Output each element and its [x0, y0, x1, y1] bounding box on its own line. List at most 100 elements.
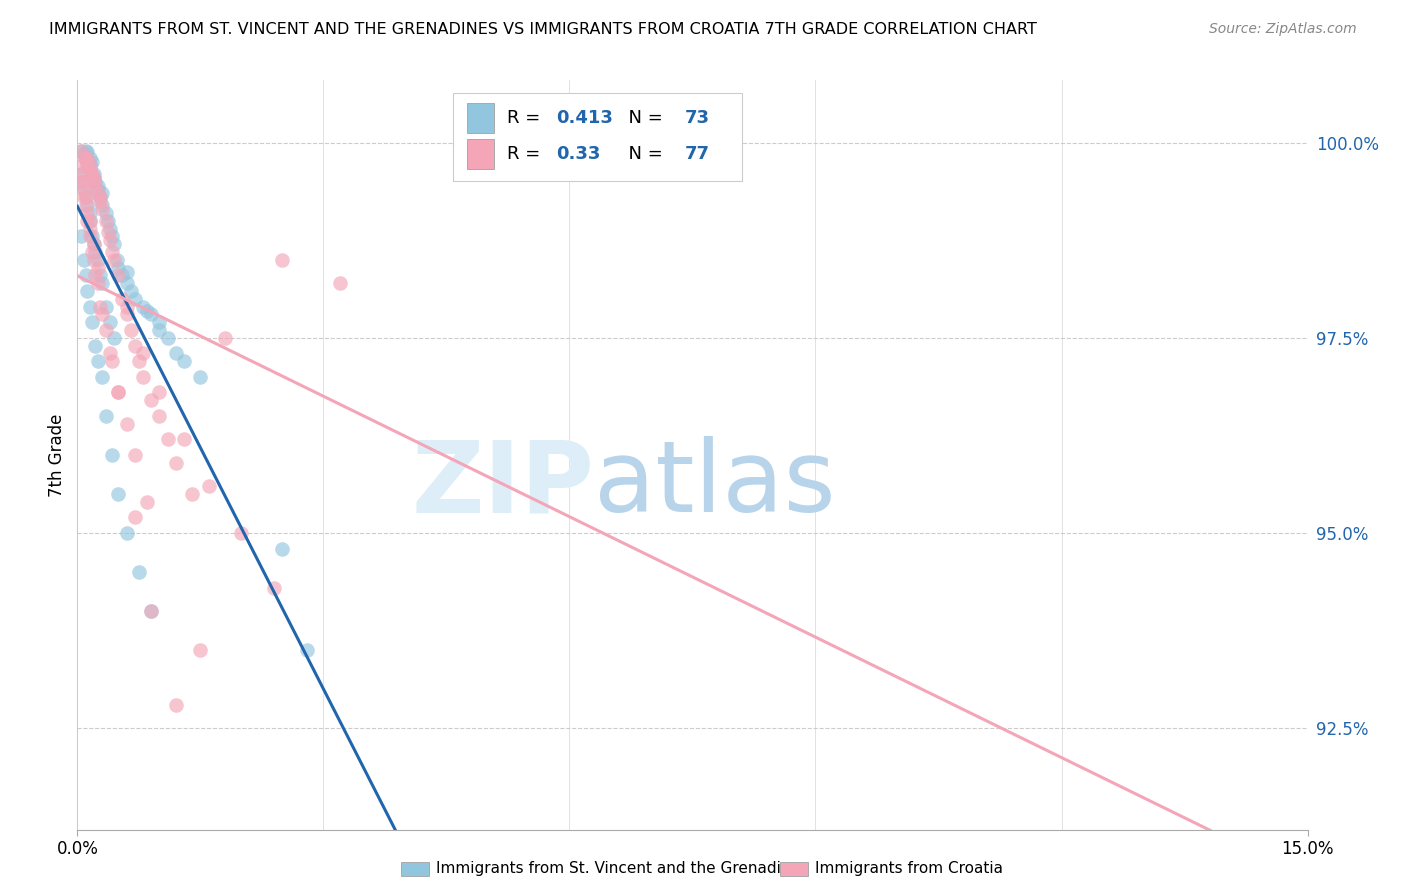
Point [165, 346, 187, 360]
Point [173, 354, 195, 368]
Point [82, 229, 104, 244]
Point [165, 456, 187, 470]
Text: Immigrants from St. Vincent and the Grenadines: Immigrants from St. Vincent and the Gren… [436, 862, 808, 876]
Point [107, 385, 129, 400]
Point [76, 155, 98, 169]
Text: Immigrants from Croatia: Immigrants from Croatia [815, 862, 1004, 876]
Point [73, 182, 96, 196]
Point [87, 276, 110, 290]
Point [70, 159, 93, 173]
Bar [453, 93, 742, 181]
Point [115, 417, 138, 431]
Point [128, 565, 150, 579]
Text: 77: 77 [685, 145, 710, 163]
Point [141, 307, 163, 321]
Point [82, 315, 104, 329]
Point [82, 155, 104, 169]
Point [148, 385, 170, 400]
Point [107, 385, 129, 400]
Point [75, 190, 97, 204]
Point [136, 494, 159, 508]
Point [115, 525, 138, 540]
Text: N =: N = [617, 145, 669, 163]
Point [124, 338, 146, 352]
Point [132, 300, 155, 314]
Point [103, 237, 125, 252]
Text: 73: 73 [685, 109, 710, 127]
Point [70, 167, 93, 181]
Point [82, 244, 104, 259]
Point [76, 151, 98, 165]
Point [70, 175, 93, 189]
Point [120, 323, 142, 337]
Point [231, 525, 253, 540]
Point [94, 206, 117, 220]
Point [87, 186, 110, 201]
Point [73, 182, 96, 196]
Bar [467, 103, 495, 133]
Point [73, 150, 96, 164]
Point [84, 175, 107, 189]
Point [84, 338, 107, 352]
Point [94, 300, 117, 314]
Point [79, 300, 101, 314]
Point [97, 226, 120, 240]
Point [271, 252, 294, 267]
Point [101, 448, 124, 462]
Point [83, 167, 105, 181]
Point [148, 315, 170, 329]
Point [141, 604, 163, 618]
Point [640, 136, 662, 150]
Point [101, 229, 124, 244]
Point [79, 213, 101, 227]
Point [188, 643, 212, 657]
Point [103, 331, 125, 345]
Point [98, 233, 121, 247]
Point [295, 643, 318, 657]
Point [70, 229, 93, 244]
Point [132, 369, 155, 384]
Point [89, 190, 111, 204]
Point [90, 202, 114, 216]
Bar [467, 139, 495, 169]
Point [94, 323, 117, 337]
Point [83, 170, 105, 185]
Point [89, 268, 111, 283]
Point [115, 276, 138, 290]
Point [75, 153, 97, 167]
Point [90, 276, 114, 290]
Point [73, 175, 96, 189]
Point [79, 157, 101, 171]
Point [82, 167, 104, 181]
Point [156, 331, 179, 345]
Point [90, 307, 114, 321]
Point [148, 323, 170, 337]
Point [76, 206, 98, 220]
Point [83, 237, 105, 252]
Point [76, 284, 98, 298]
Point [115, 307, 138, 321]
Point [87, 354, 110, 368]
Point [188, 369, 212, 384]
Point [141, 604, 163, 618]
Point [101, 354, 124, 368]
Point [84, 178, 107, 193]
Point [73, 190, 96, 204]
Point [70, 167, 93, 181]
Point [115, 264, 138, 278]
Point [79, 221, 101, 235]
Point [107, 268, 129, 283]
Point [79, 213, 101, 227]
Point [124, 292, 146, 306]
Point [107, 487, 129, 501]
Point [75, 198, 97, 212]
Point [79, 151, 101, 165]
Text: N =: N = [617, 109, 669, 127]
Point [76, 198, 98, 212]
Point [75, 151, 97, 165]
Point [83, 170, 105, 185]
Point [76, 145, 98, 159]
Point [76, 213, 98, 227]
Point [124, 510, 146, 524]
Point [73, 252, 96, 267]
